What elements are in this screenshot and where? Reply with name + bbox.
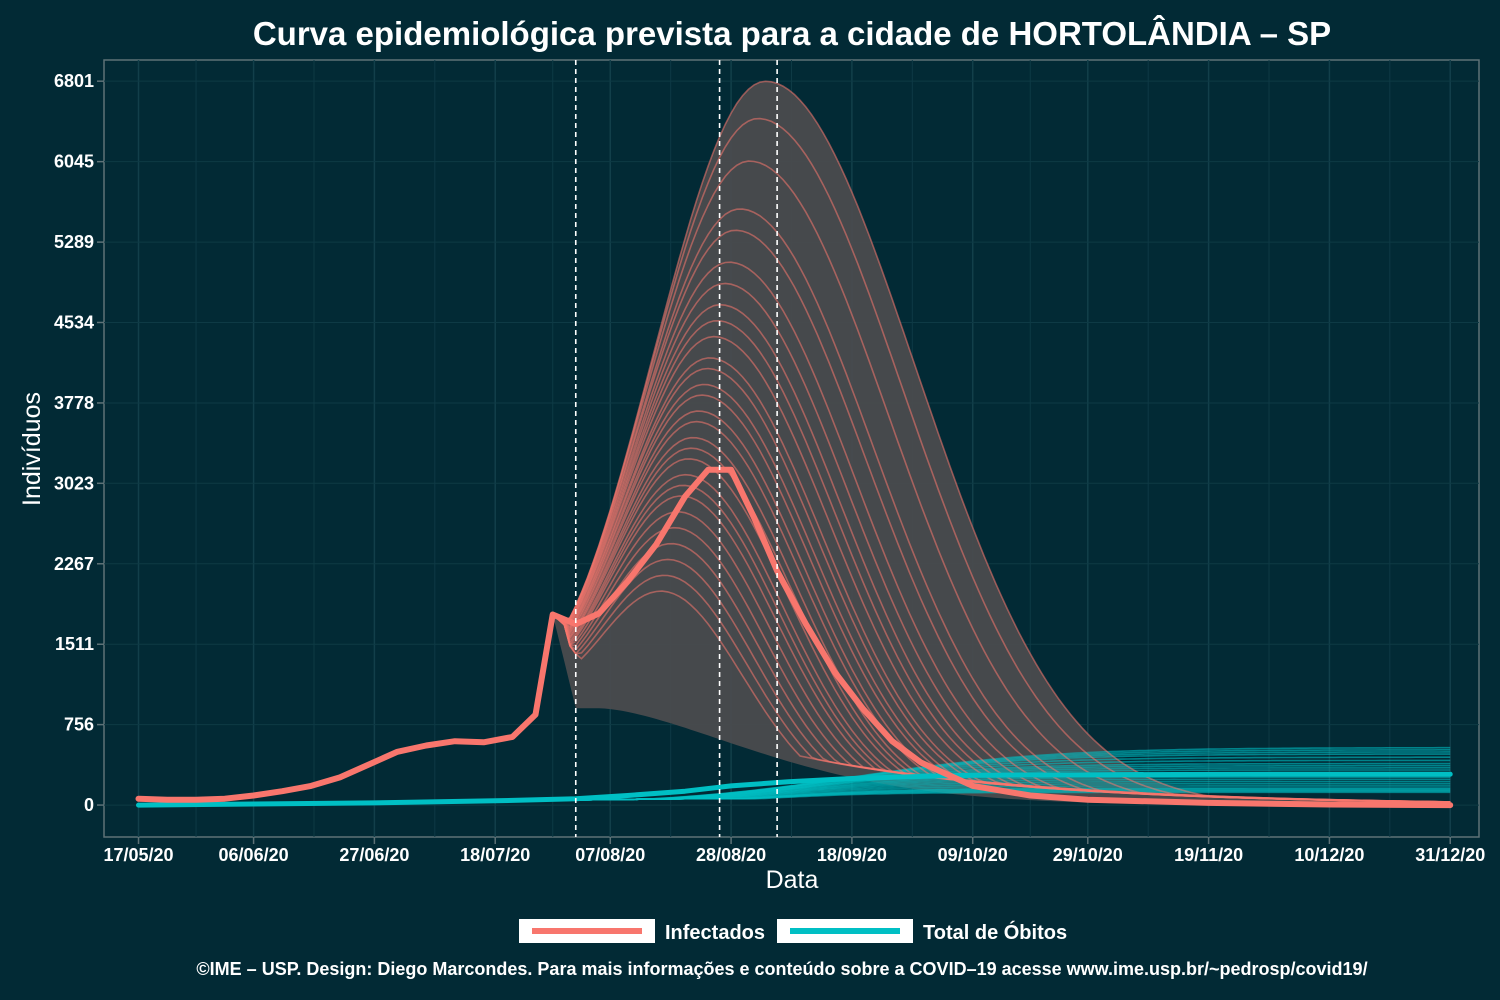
chart-title: Curva epidemiológica prevista para a cid… — [253, 15, 1331, 52]
legend-label-infectados: Infectados — [665, 922, 765, 944]
x-tick-label: 17/05/20 — [103, 845, 173, 865]
x-axis-title: Data — [766, 866, 819, 894]
y-tick-label: 6801 — [54, 71, 94, 91]
y-tick-label: 3778 — [54, 393, 94, 413]
x-tick-label: 28/08/20 — [696, 845, 766, 865]
y-tick-label: 1511 — [55, 634, 94, 654]
y-tick-label: 0 — [84, 795, 94, 815]
y-tick-label: 2267 — [54, 554, 94, 574]
x-tick-label: 10/12/20 — [1294, 845, 1364, 865]
x-tick-label: 07/08/20 — [575, 845, 645, 865]
y-tick-label: 6045 — [54, 152, 94, 172]
legend: Infectados Total de Óbitos — [519, 919, 1067, 944]
x-axis-ticks: 17/05/20 06/06/20 27/06/20 18/07/20 07/08/20… — [103, 837, 1485, 865]
y-tick-label: 4534 — [54, 312, 94, 332]
legend-label-total-de-obitos: Total de Óbitos — [923, 920, 1067, 944]
x-tick-label: 18/09/20 — [817, 845, 887, 865]
x-tick-label: 27/06/20 — [339, 845, 409, 865]
y-tick-label: 5289 — [54, 232, 94, 252]
x-tick-label: 18/07/20 — [460, 845, 530, 865]
infectados-ensemble-line — [552, 590, 1451, 803]
series-line-infectados — [135, 466, 1454, 809]
y-axis-ticks: 0 756 1511 2267 3023 3778 4534 5289 6045 6801 — [54, 71, 104, 815]
y-axis-title: Indivíduos — [18, 392, 46, 506]
x-tick-label: 29/10/20 — [1053, 845, 1123, 865]
x-tick-label: 09/10/20 — [938, 845, 1008, 865]
x-tick-label: 19/11/20 — [1174, 845, 1243, 865]
obitos-ensemble-line — [495, 791, 1451, 802]
caption-credits: ©IME – USP. Design: Diego Marcondes. Par… — [196, 959, 1367, 979]
x-tick-label: 31/12/20 — [1415, 845, 1485, 865]
y-tick-label: 756 — [64, 715, 94, 735]
vertical-reference-lines — [574, 60, 778, 837]
y-tick-label: 3023 — [54, 473, 94, 493]
x-tick-label: 06/06/20 — [219, 845, 289, 865]
series-line-total-de-obitos — [136, 771, 1453, 808]
infectados-ensemble-lines — [552, 80, 1451, 803]
